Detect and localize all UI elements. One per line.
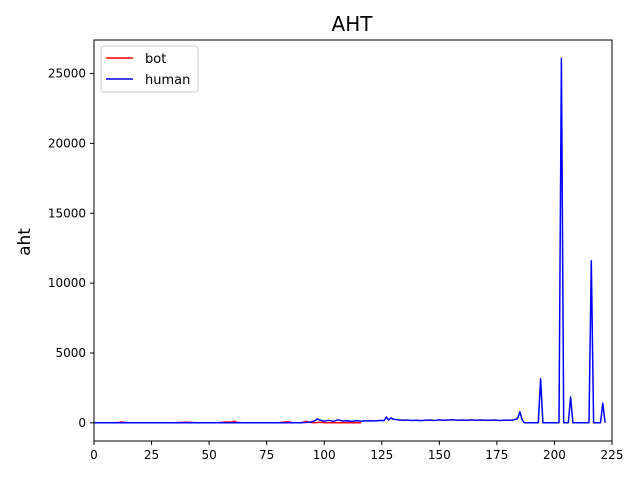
chart-title: AHT: [332, 12, 374, 36]
y-tick-label: 15000: [48, 206, 86, 220]
x-tick-label: 75: [259, 448, 274, 462]
x-tick-label: 200: [543, 448, 566, 462]
x-axis-ticks: 0 25 50 75 100 125 150 175 200 225: [90, 441, 623, 462]
x-tick-label: 100: [313, 448, 336, 462]
x-tick-label: 175: [485, 448, 508, 462]
plot-area: 0 25 50 75 100 125 150 175 200 225 0 5000 10000 1500…: [48, 39, 623, 462]
x-tick-label: 225: [601, 448, 624, 462]
y-axis-ticks: 0 5000 10000 15000 20000 25000: [48, 67, 94, 430]
series-line-human: [94, 57, 606, 424]
x-tick-label: 50: [201, 448, 216, 462]
x-tick-label: 125: [370, 448, 393, 462]
legend-label-bot: bot: [145, 52, 166, 67]
legend-label-human: human: [145, 73, 190, 88]
y-tick-label: 0: [78, 416, 86, 430]
y-tick-label: 5000: [55, 346, 86, 360]
y-tick-label: 20000: [48, 136, 86, 150]
axes-frame: [93, 39, 613, 442]
series-layer: [94, 57, 606, 424]
y-tick-label: 25000: [48, 67, 86, 81]
x-tick-label: 25: [144, 448, 159, 462]
legend: bot human: [100, 45, 199, 93]
x-tick-label: 0: [90, 448, 98, 462]
x-tick-label: 150: [428, 448, 451, 462]
y-tick-label: 10000: [48, 276, 86, 290]
y-axis-label: aht: [15, 228, 35, 256]
